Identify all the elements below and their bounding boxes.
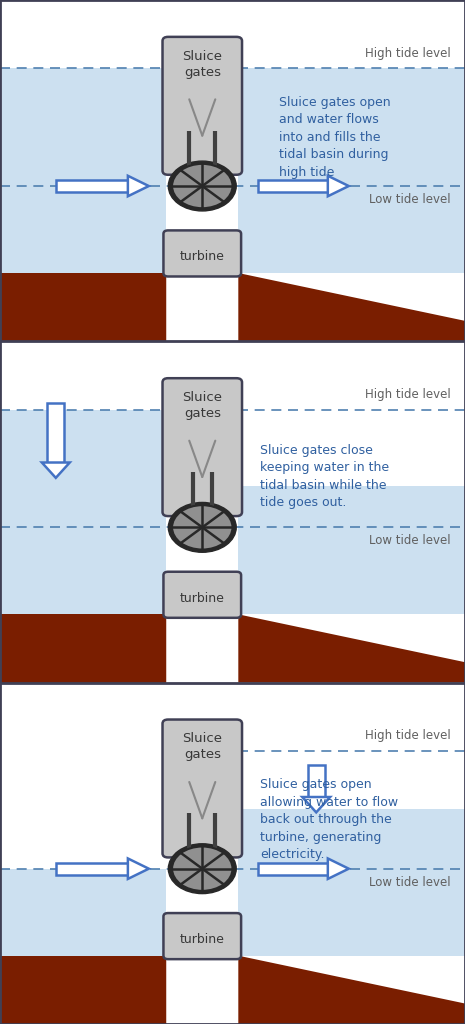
Circle shape — [168, 844, 236, 894]
Text: turbine: turbine — [180, 250, 225, 263]
Text: Low tide level: Low tide level — [369, 193, 451, 206]
Polygon shape — [238, 955, 465, 1024]
Polygon shape — [128, 176, 149, 197]
Text: Sluice
gates: Sluice gates — [182, 50, 222, 79]
Text: Low tide level: Low tide level — [369, 535, 451, 547]
Text: Low tide level: Low tide level — [369, 876, 451, 889]
Polygon shape — [0, 955, 166, 1024]
Text: Sluice gates close
keeping water in the
tidal basin while the
tide goes out.: Sluice gates close keeping water in the … — [260, 443, 390, 509]
Text: Sluice
gates: Sluice gates — [182, 732, 222, 762]
Polygon shape — [328, 858, 349, 879]
Bar — [258, 862, 328, 874]
Polygon shape — [0, 614, 166, 683]
Polygon shape — [42, 463, 70, 478]
Polygon shape — [0, 69, 166, 273]
Circle shape — [172, 505, 232, 550]
FancyBboxPatch shape — [163, 37, 242, 175]
Text: turbine: turbine — [180, 592, 225, 605]
Circle shape — [168, 503, 236, 552]
Bar — [47, 402, 64, 463]
Text: Sluice gates open
and water flows
into and fills the
tidal basin during
high tid: Sluice gates open and water flows into a… — [279, 95, 391, 178]
Bar — [308, 765, 325, 797]
Polygon shape — [238, 486, 465, 614]
Polygon shape — [0, 273, 166, 341]
Circle shape — [168, 161, 236, 211]
Circle shape — [172, 164, 232, 208]
Polygon shape — [128, 858, 149, 879]
FancyBboxPatch shape — [164, 913, 241, 959]
Text: High tide level: High tide level — [365, 729, 451, 742]
Polygon shape — [238, 809, 465, 955]
Circle shape — [172, 847, 232, 891]
FancyBboxPatch shape — [163, 378, 242, 516]
Text: High tide level: High tide level — [365, 47, 451, 59]
Text: Sluice
gates: Sluice gates — [182, 391, 222, 420]
Polygon shape — [0, 410, 166, 614]
Polygon shape — [302, 797, 330, 812]
FancyBboxPatch shape — [164, 230, 241, 276]
Polygon shape — [238, 614, 465, 683]
Text: turbine: turbine — [180, 933, 225, 946]
FancyBboxPatch shape — [163, 720, 242, 857]
Polygon shape — [0, 614, 166, 683]
Polygon shape — [238, 273, 465, 341]
Text: High tide level: High tide level — [365, 388, 451, 401]
Bar — [56, 862, 128, 874]
Polygon shape — [0, 955, 166, 1024]
Bar — [258, 180, 328, 193]
Bar — [56, 180, 128, 193]
Polygon shape — [0, 273, 166, 341]
Polygon shape — [0, 868, 166, 955]
Polygon shape — [238, 69, 465, 273]
Text: Sluice gates open
allowing water to flow
back out through the
turbine, generatin: Sluice gates open allowing water to flow… — [260, 778, 399, 861]
Polygon shape — [328, 176, 349, 197]
FancyBboxPatch shape — [164, 571, 241, 617]
